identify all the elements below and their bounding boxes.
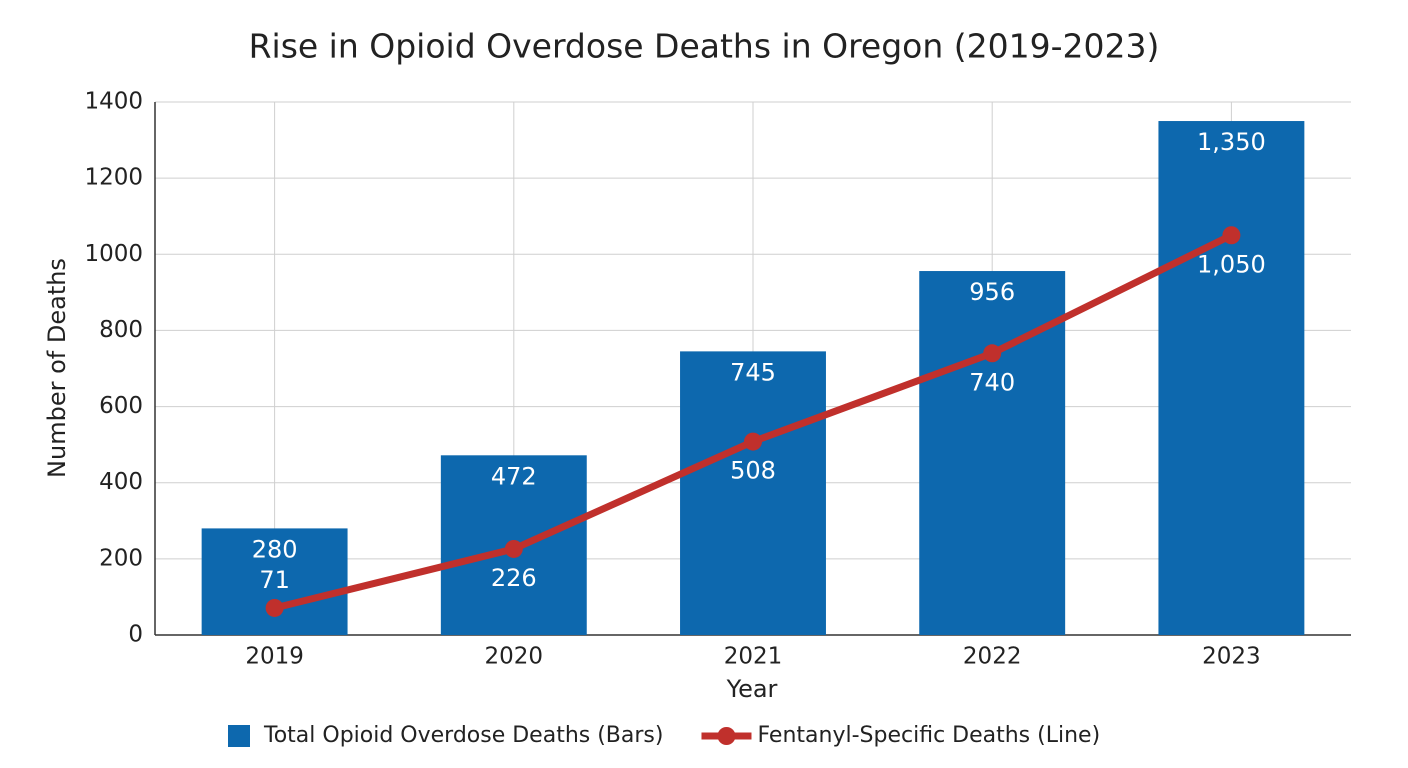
bar-value-label: 956 bbox=[969, 278, 1015, 306]
y-tick-label: 800 bbox=[99, 317, 143, 343]
legend-swatch-point bbox=[717, 727, 736, 745]
x-tick-label: 2023 bbox=[1202, 644, 1261, 670]
bar bbox=[680, 351, 826, 635]
x-tick-label: 2022 bbox=[963, 644, 1022, 670]
y-tick-label: 600 bbox=[99, 393, 143, 419]
y-tick-label: 200 bbox=[99, 545, 143, 571]
x-tick-label: 2021 bbox=[724, 644, 783, 670]
bar-value-label: 472 bbox=[491, 462, 537, 490]
line-value-label: 508 bbox=[730, 457, 776, 485]
bar-value-label: 745 bbox=[730, 358, 776, 386]
line-value-label: 71 bbox=[259, 566, 290, 594]
y-tick-label: 1200 bbox=[84, 165, 143, 191]
x-tick-label: 2020 bbox=[485, 644, 544, 670]
x-axis-label: Year bbox=[726, 675, 778, 703]
line-value-label: 1,050 bbox=[1197, 250, 1266, 278]
line-value-label: 740 bbox=[969, 368, 1015, 396]
line-value-label: 226 bbox=[491, 564, 537, 592]
y-tick-label: 1000 bbox=[84, 241, 143, 267]
y-tick-label: 1400 bbox=[84, 89, 143, 115]
legend-label: Fentanyl-Specific Deaths (Line) bbox=[757, 723, 1100, 748]
line-point bbox=[983, 344, 1002, 363]
y-axis-label: Number of Deaths bbox=[43, 258, 71, 478]
y-tick-label: 0 bbox=[128, 622, 143, 648]
bar-value-label: 1,350 bbox=[1197, 128, 1266, 156]
legend-swatch bbox=[228, 725, 250, 747]
line-point bbox=[504, 539, 523, 558]
x-tick-label: 2019 bbox=[245, 644, 304, 670]
bar-value-label: 280 bbox=[252, 535, 298, 563]
y-tick-label: 400 bbox=[99, 469, 143, 495]
line-point bbox=[265, 598, 284, 617]
legend-label: Total Opioid Overdose Deaths (Bars) bbox=[263, 723, 663, 748]
line-point bbox=[744, 432, 762, 451]
bar bbox=[201, 528, 348, 635]
chart-title: Rise in Opioid Overdose Deaths in Oregon… bbox=[249, 27, 1160, 66]
bar bbox=[1158, 121, 1305, 636]
line-point bbox=[1222, 226, 1241, 245]
